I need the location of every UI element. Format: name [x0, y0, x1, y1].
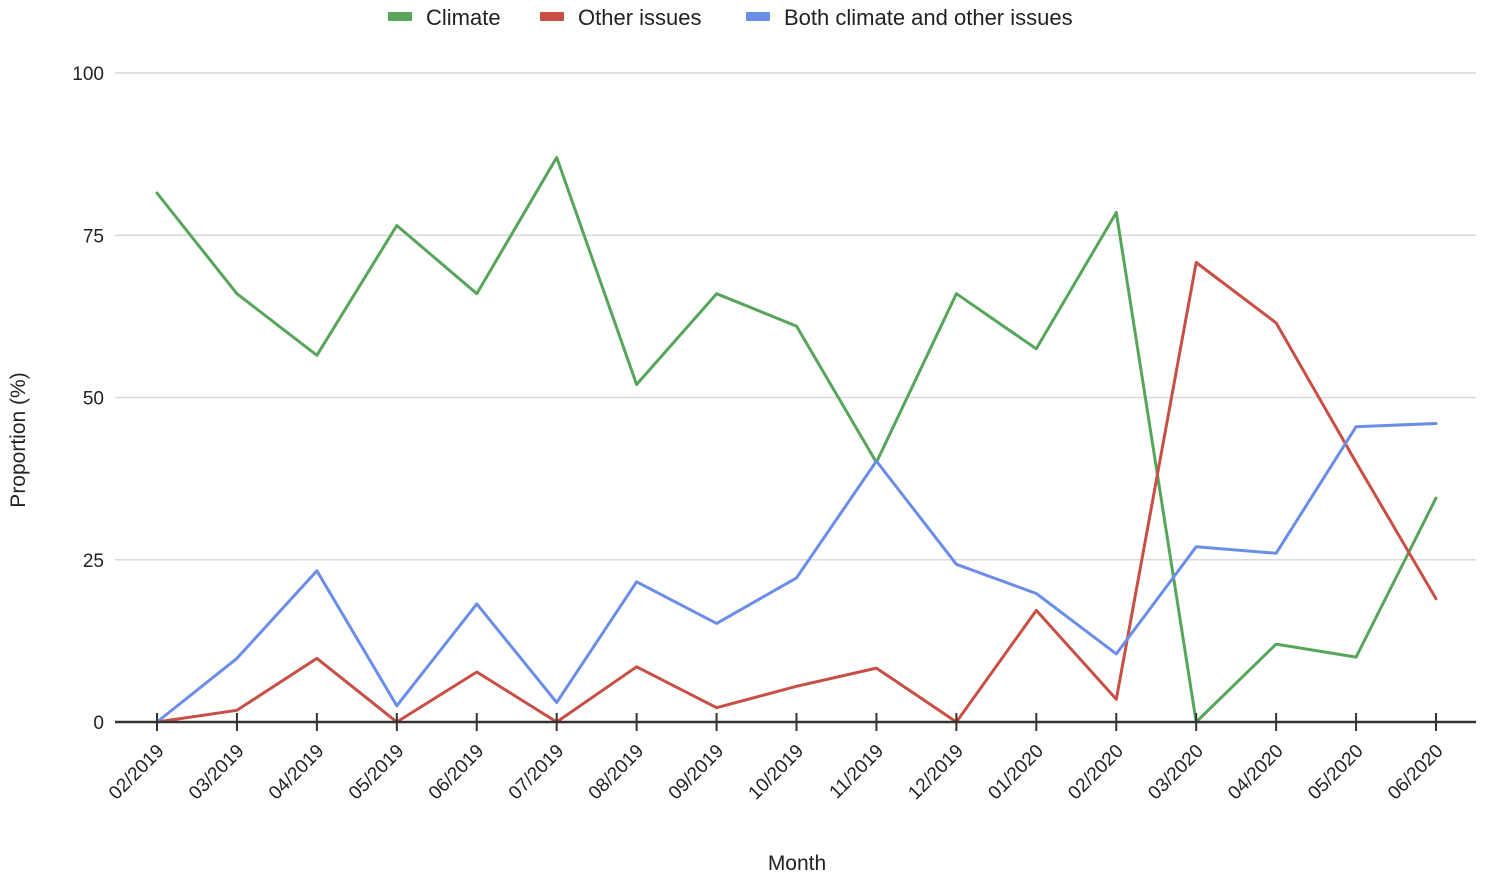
x-tick-label: 07/2019 — [505, 741, 568, 804]
x-tick-label: 06/2019 — [425, 741, 488, 804]
x-tick-label: 09/2019 — [665, 741, 728, 804]
y-tick-label: 75 — [83, 226, 104, 247]
x-tick-label: 04/2020 — [1224, 741, 1287, 804]
series-line-climate — [155, 155, 1438, 724]
x-tick-label: 05/2020 — [1304, 741, 1367, 804]
y-tick-label: 25 — [83, 551, 104, 572]
y-tick-label: 0 — [93, 713, 104, 734]
legend-swatch-other-issues — [540, 12, 564, 21]
legend-label-climate: Climate — [426, 5, 501, 30]
legend-label-both-climate-and-other-issues: Both climate and other issues — [784, 5, 1073, 30]
grid-layer — [115, 72, 1476, 561]
x-tick-label: 11/2019 — [826, 741, 888, 803]
series-line-other-issues — [155, 261, 1438, 724]
y-axis-title: Proportion (%) — [7, 372, 30, 507]
x-tick-label: 03/2020 — [1144, 741, 1207, 804]
x-tick-label: 03/2019 — [185, 741, 248, 804]
x-tick-label: 04/2019 — [265, 741, 328, 804]
x-tick-label: 08/2019 — [585, 741, 648, 804]
legend-label-other-issues: Other issues — [578, 5, 702, 30]
legend-swatch-both-climate-and-other-issues — [746, 12, 770, 21]
x-tick-label: 01/2020 — [984, 741, 1047, 804]
series-line-both-climate-and-other-issues — [155, 422, 1438, 724]
x-tick-label: 06/2020 — [1384, 741, 1447, 804]
x-tick-label: 10/2019 — [745, 741, 808, 804]
x-tick-label: 05/2019 — [345, 741, 408, 804]
y-tick-label: 50 — [83, 389, 104, 410]
x-tick-label: 12/2019 — [904, 741, 967, 804]
y-tick-label: 100 — [72, 64, 104, 85]
legend: Climate Other issues Both climate and othe… — [388, 5, 1073, 30]
legend-swatch-climate — [388, 12, 412, 21]
x-axis-title: Month — [768, 852, 826, 875]
x-tick-label: 02/2019 — [105, 741, 168, 804]
x-tick-label: 02/2020 — [1064, 741, 1127, 804]
series-layer — [155, 155, 1438, 724]
